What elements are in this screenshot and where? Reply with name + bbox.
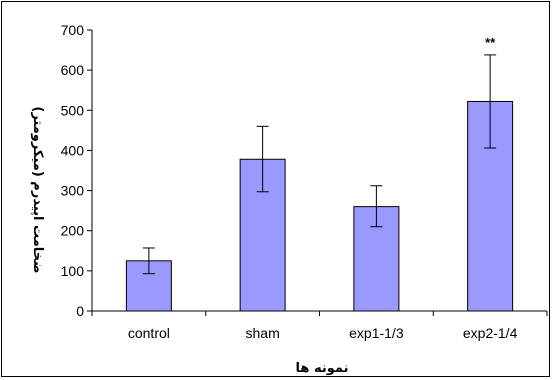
x-tick-label: control (128, 325, 170, 341)
y-axis-title: ضخامت اپیدرم (میکرومتر) (30, 106, 45, 273)
x-axis-title: نمونه ها (296, 361, 349, 376)
y-tick-label: 300 (61, 183, 85, 199)
significance-marker: ** (485, 35, 496, 50)
y-tick-label: 700 (61, 22, 85, 38)
y-tick-label: 200 (61, 223, 85, 239)
x-axis: control sham exp1-1/3 exp2-1/4 (91, 310, 548, 341)
x-tick-label: exp1-1/3 (349, 325, 404, 341)
y-tick-label: 600 (61, 62, 85, 78)
y-tick-label: 500 (61, 102, 85, 118)
y-tick-label: 0 (76, 303, 84, 319)
y-axis: 0 100 200 300 400 500 600 700 (61, 22, 93, 319)
y-tick-label: 100 (61, 263, 85, 279)
bars (125, 100, 514, 312)
x-tick-label: exp2-1/4 (463, 325, 518, 341)
error-bars (142, 54, 497, 275)
annotations: ** (485, 35, 496, 50)
y-tick-label: 400 (61, 142, 85, 158)
x-tick-label: sham (246, 325, 280, 341)
